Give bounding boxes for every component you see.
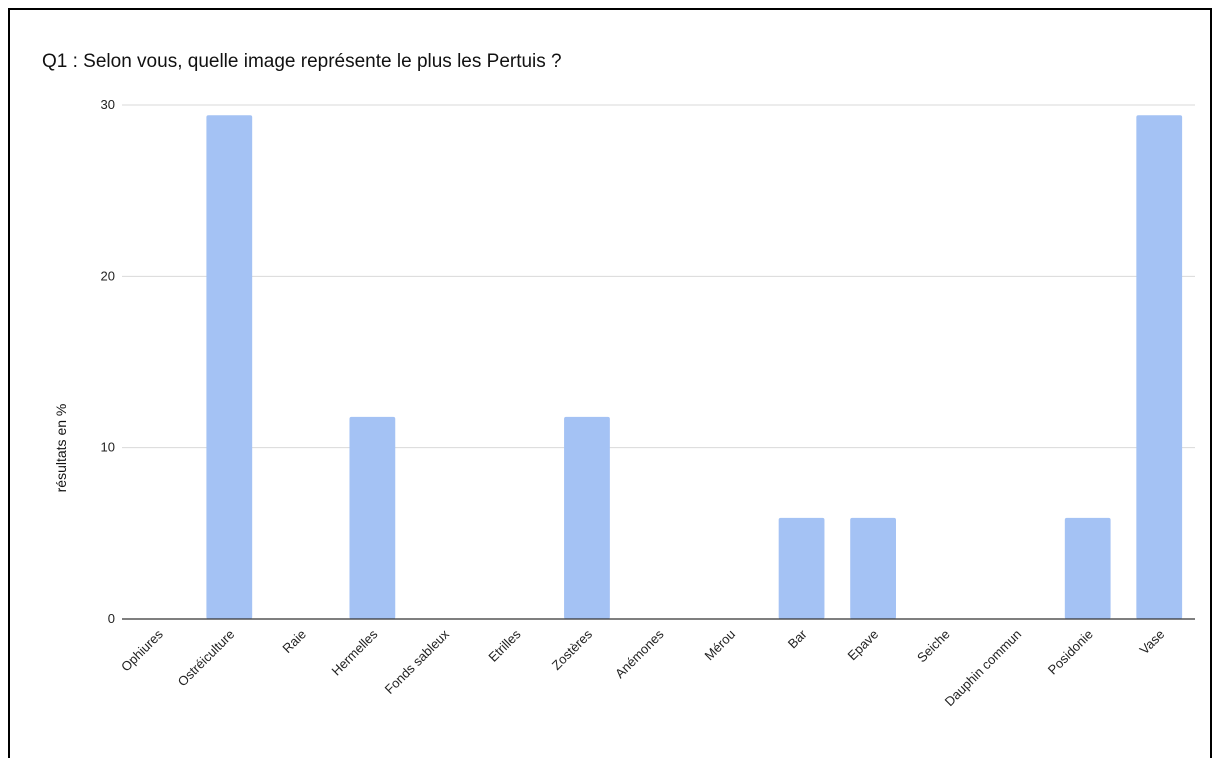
x-tick-label: Zostères	[549, 626, 596, 673]
bar-ostréiculture	[206, 115, 253, 619]
x-tick-labels: Ophiures Ostréiculture Raie Hermelles Fonds …	[118, 626, 1167, 709]
bar-epave	[850, 517, 896, 619]
x-tick-label: Seiche	[914, 627, 953, 666]
x-tick-label: Fonds sableux	[382, 626, 453, 697]
x-tick-label: Hermelles	[329, 626, 381, 678]
x-tick-label: Anémones	[612, 626, 667, 681]
y-axis-label: résultats en %	[53, 404, 69, 493]
y-tick-label: 30	[101, 97, 115, 112]
x-tick-label: Raie	[279, 627, 309, 657]
x-tick-label: Ophiures	[118, 626, 166, 674]
x-tick-label: Posidonie	[1045, 627, 1096, 678]
x-tick-label: Vase	[1136, 627, 1167, 658]
x-tick-label: Epave	[845, 627, 882, 664]
bars	[206, 115, 1183, 619]
gridlines	[122, 104, 1195, 449]
x-tick-label: Bar	[785, 626, 810, 651]
y-tick-label: 10	[101, 440, 115, 455]
y-tick-labels: 0 10 20 30	[101, 97, 115, 626]
bar-bar	[778, 517, 825, 619]
x-tick-label: Mérou	[701, 627, 738, 664]
y-tick-label: 0	[108, 611, 115, 626]
bar-posidonie	[1064, 517, 1111, 619]
bar-hermelles	[349, 416, 396, 619]
bar-zostères	[564, 416, 610, 619]
bar-vase	[1136, 115, 1183, 619]
x-tick-label: Ostréiculture	[175, 627, 238, 690]
x-tick-label: Etrilles	[485, 626, 524, 665]
chart-title: Q1 : Selon vous, quelle image représente…	[42, 51, 562, 72]
y-tick-label: 20	[101, 268, 115, 283]
x-tick-label: Dauphin commun	[942, 627, 1025, 710]
